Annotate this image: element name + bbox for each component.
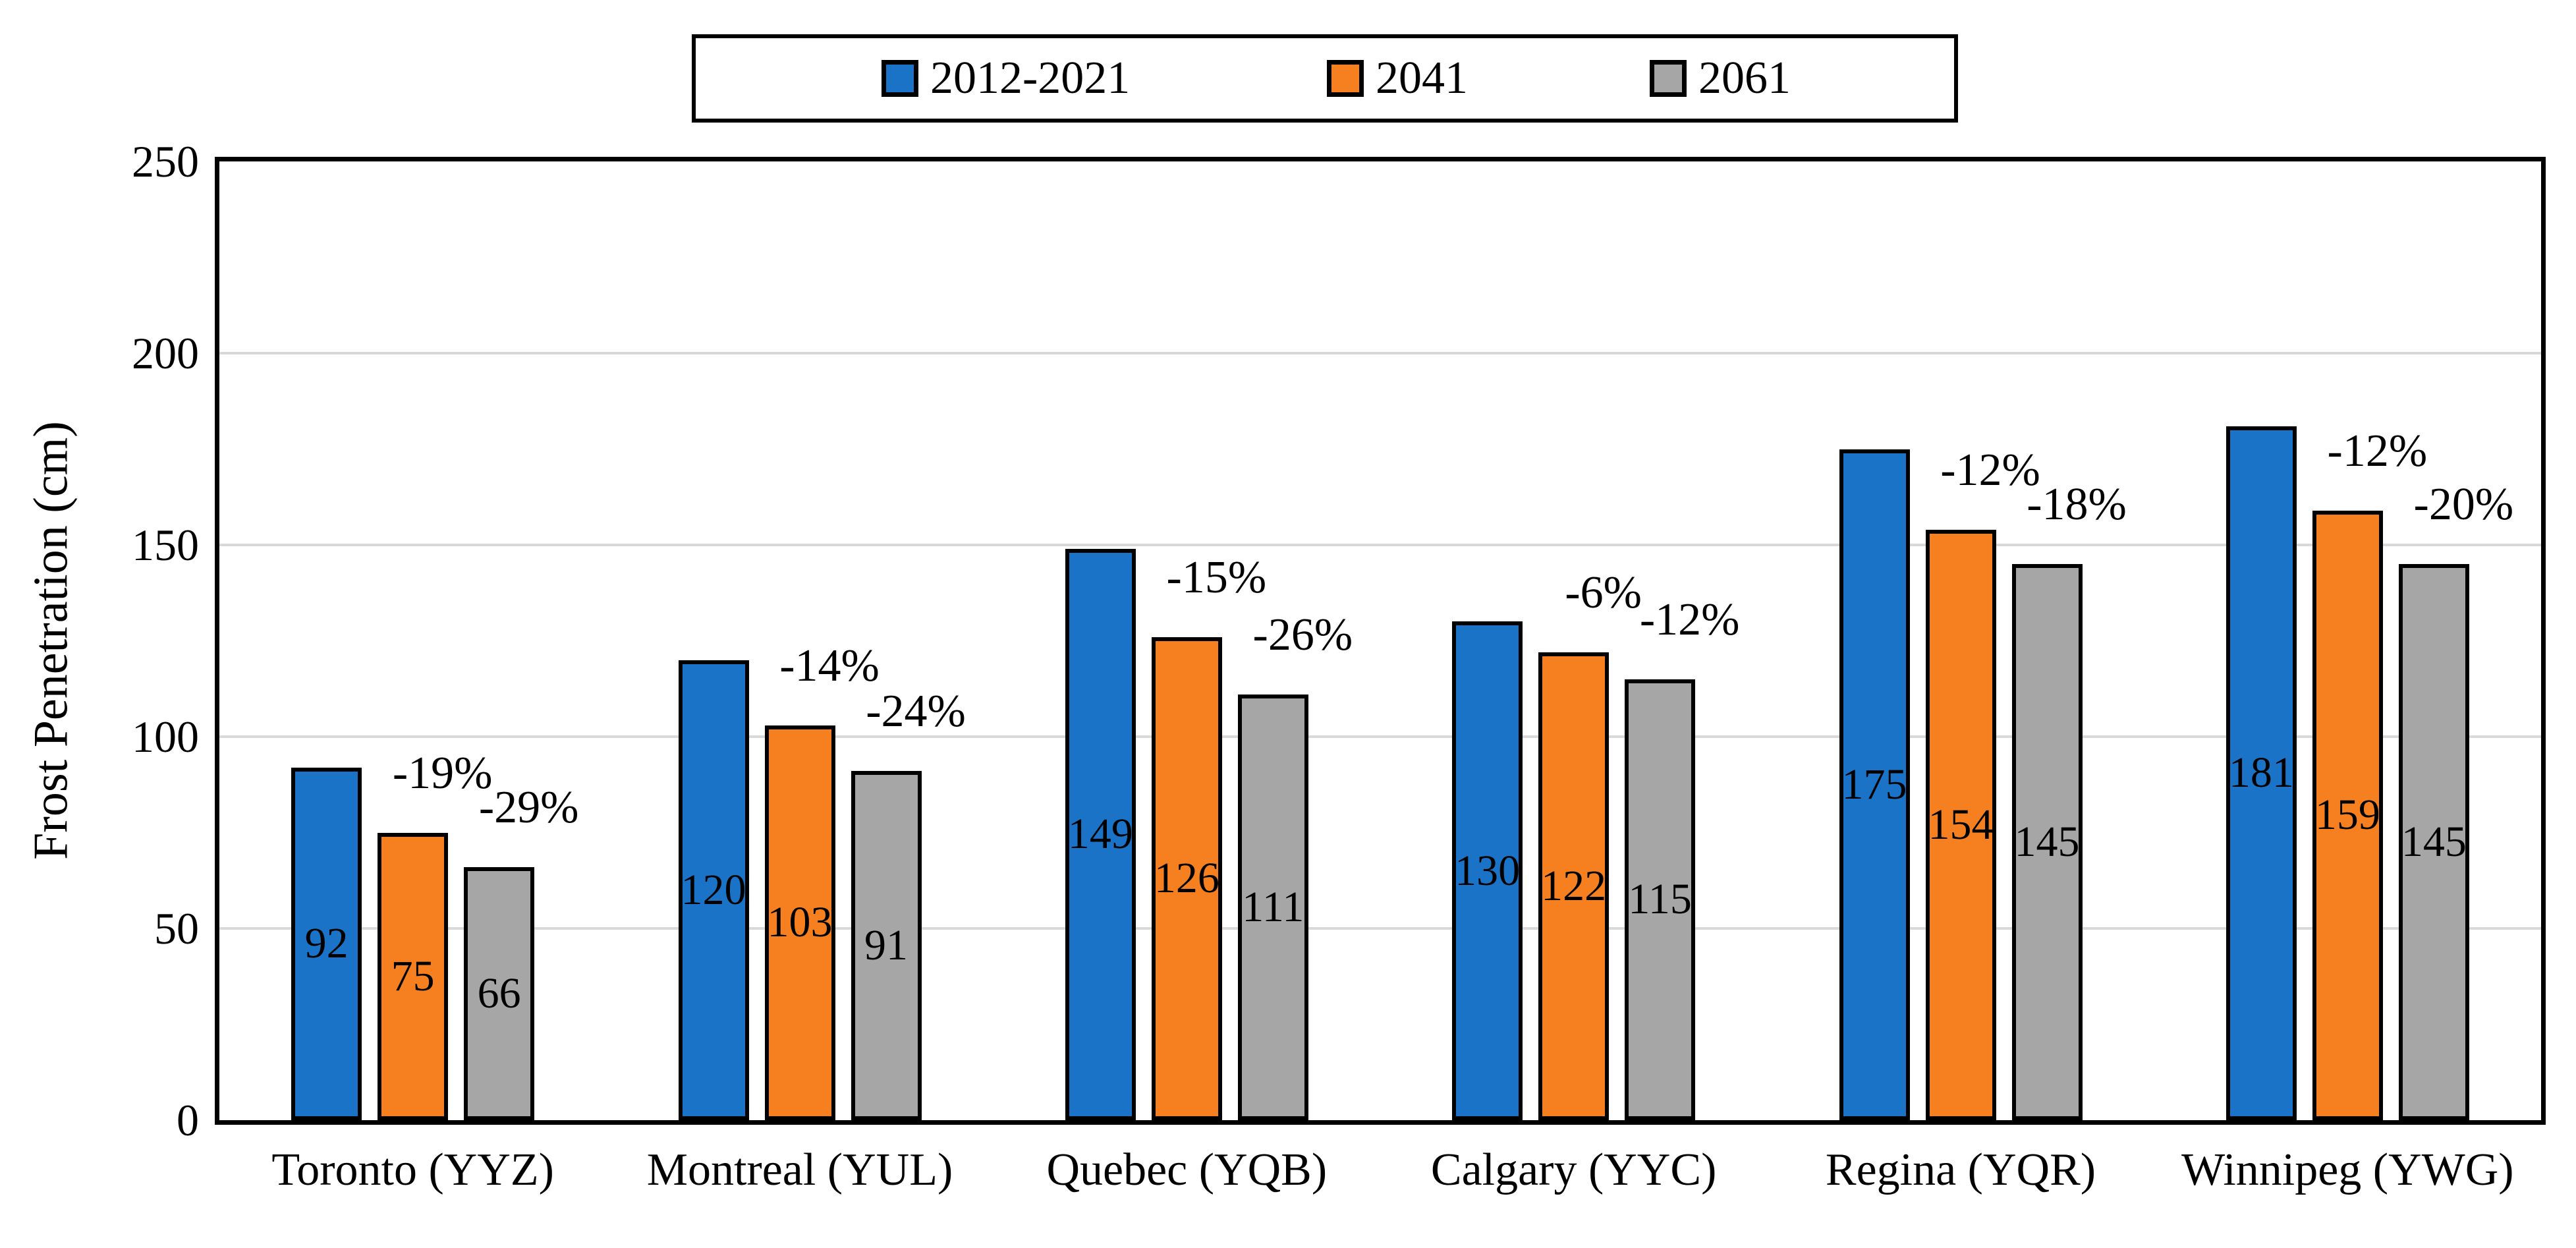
legend-label-2041: 2041 [1376, 53, 1468, 103]
legend-label-2012-2021: 2012-2021 [930, 53, 1131, 103]
y-axis-tick-label: 250 [132, 136, 199, 186]
bar-2041-regina-yqr [1925, 529, 1996, 1120]
bar-value-label: 75 [391, 951, 435, 1000]
pct-change-label: -12% [2327, 425, 2428, 476]
bar-2012-2021-toronto-yyz [291, 767, 362, 1120]
gridline [219, 544, 2541, 546]
bar-value-label: 120 [681, 865, 746, 914]
bar-value-label: 115 [1628, 875, 1692, 924]
plot-area: 92 120 149 130 175 181 75 -19% 103 -14% 126 -15% 122… [219, 161, 2541, 1120]
y-axis-tick-label: 100 [132, 712, 199, 762]
pct-change-label: -29% [478, 781, 579, 833]
legend-label-2061: 2061 [1698, 53, 1791, 103]
bar-2041-montreal-yul [764, 725, 835, 1120]
pct-change-label: -15% [1166, 552, 1267, 603]
bar-value-label: 103 [767, 898, 833, 947]
bar-2012-2021-regina-yqr [1839, 449, 1910, 1120]
bar-value-label: 126 [1154, 854, 1219, 903]
x-category-label-quebec-yqb: Quebec (YQB) [1046, 1145, 1328, 1195]
bar-value-label: 111 [1242, 882, 1304, 931]
bar-2041-toronto-yyz [378, 832, 449, 1120]
bar-2012-2021-winnipeg-ywg [2226, 426, 2297, 1120]
bar-2061-toronto-yyz [464, 866, 535, 1120]
x-category-label-winnipeg-ywg: Winnipeg (YWG) [2181, 1145, 2514, 1195]
legend-swatch-2012-2021 [882, 60, 918, 97]
bar-value-label: 175 [1841, 760, 1907, 808]
bar-value-label: 130 [1455, 846, 1521, 895]
legend-swatch-2061 [1650, 60, 1687, 97]
pct-change-label: -6% [1565, 567, 1642, 618]
bar-2061-quebec-yqb [1237, 694, 1308, 1120]
bar-value-label: 145 [2014, 818, 2080, 866]
pct-change-label: -26% [1252, 609, 1353, 660]
bar-value-label: 66 [477, 969, 521, 1017]
bar-value-label: 145 [2401, 818, 2467, 866]
bar-value-label: 149 [1067, 810, 1133, 859]
bar-2061-montreal-yul [851, 771, 922, 1120]
y-axis-tick-label: 50 [154, 903, 199, 953]
pct-change-label: -19% [392, 747, 493, 799]
bar-2012-2021-quebec-yqb [1065, 548, 1136, 1120]
y-axis-title: Frost Penetration (cm) [24, 421, 78, 860]
bar-value-label: 91 [864, 921, 908, 970]
bar-2012-2021-calgary-yyc [1452, 621, 1523, 1120]
bar-2061-calgary-yyc [1625, 679, 1696, 1120]
y-axis-tick-label: 200 [132, 328, 199, 378]
pct-change-label: -18% [2027, 479, 2127, 530]
bar-2041-winnipeg-ywg [2312, 510, 2383, 1120]
bar-value-label: 181 [2228, 749, 2294, 797]
pct-change-label: -24% [866, 686, 966, 737]
x-category-label-regina-yqr: Regina (YQR) [1825, 1145, 2096, 1195]
bar-2041-calgary-yyc [1538, 652, 1610, 1120]
bar-value-label: 159 [2314, 791, 2380, 839]
bar-value-label: 122 [1541, 861, 1607, 910]
bar-2061-regina-yqr [2011, 564, 2083, 1120]
pct-change-label: -20% [2413, 479, 2514, 530]
gridline [219, 352, 2541, 355]
gridline [219, 927, 2541, 930]
y-axis-tick-label: 150 [132, 520, 199, 570]
x-category-label-calgary-yyc: Calgary (YYC) [1430, 1145, 1717, 1195]
bar-2061-winnipeg-ywg [2398, 564, 2469, 1120]
bar-2012-2021-montreal-yul [678, 660, 749, 1120]
bar-value-label: 92 [304, 919, 349, 968]
pct-change-label: -12% [1940, 444, 2040, 496]
bar-value-label: 154 [1928, 800, 1994, 849]
x-category-label-montreal-yul: Montreal (YUL) [646, 1145, 953, 1195]
y-axis-tick-label: 0 [177, 1095, 199, 1145]
pct-change-label: -12% [1639, 594, 1740, 645]
pct-change-label: -14% [779, 640, 880, 691]
gridline [219, 735, 2541, 738]
x-category-label-toronto-yyz: Toronto (YYZ) [271, 1145, 554, 1195]
legend-swatch-2041 [1327, 60, 1364, 97]
bar-2041-quebec-yqb [1151, 637, 1222, 1120]
